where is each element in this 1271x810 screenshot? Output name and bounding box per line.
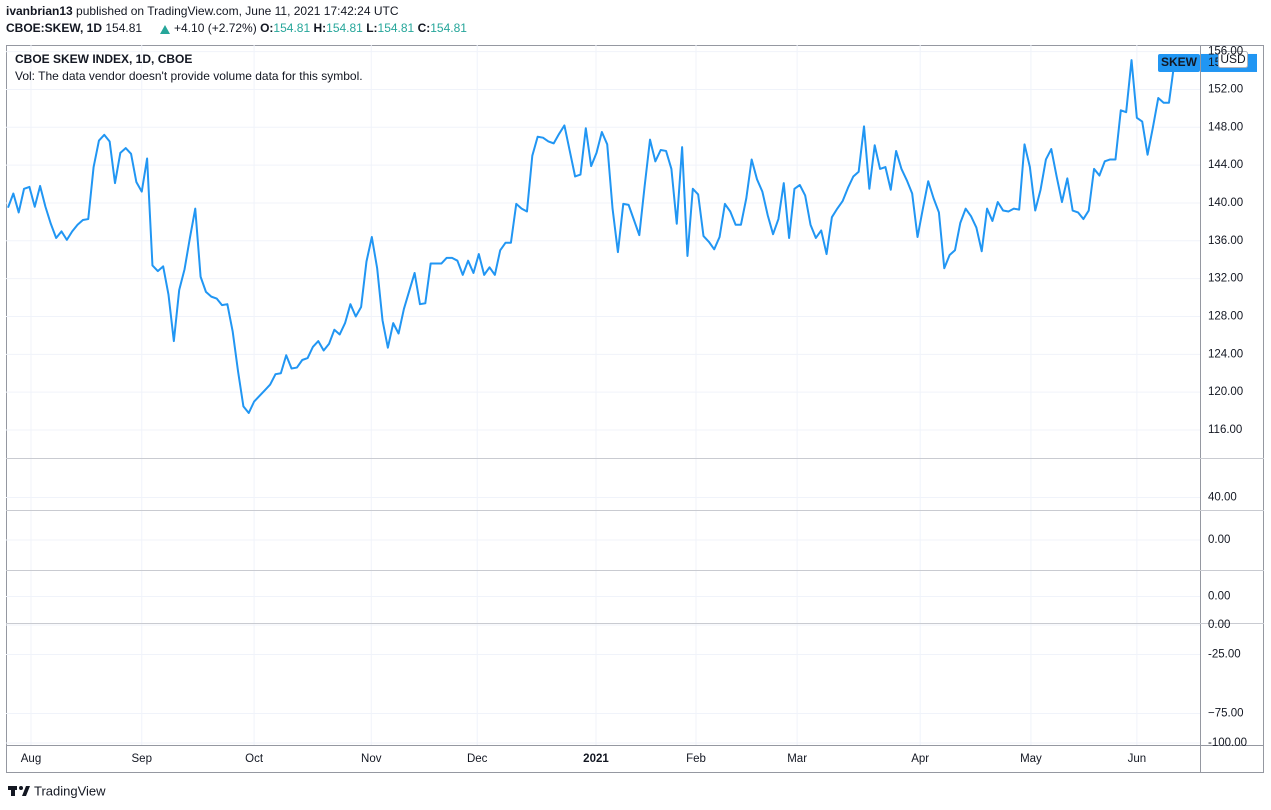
logo-slash <box>22 786 30 796</box>
y-tick-label: 0.00 <box>1208 534 1230 546</box>
y-tick-label: 136.00 <box>1208 235 1243 247</box>
x-tick-label: Dec <box>467 753 488 765</box>
y-tick-label: 132.00 <box>1208 273 1243 285</box>
logo-dot <box>19 786 23 790</box>
logo-stem <box>11 786 15 796</box>
publisher-line: ivanbrian13 published on TradingView.com… <box>6 4 399 18</box>
high: 154.81 <box>326 21 363 35</box>
chart-frame <box>6 45 1264 773</box>
y-tick-label: 128.00 <box>1208 311 1243 323</box>
high-label: H: <box>313 21 326 35</box>
chart-subtitle: Vol: The data vendor doesn't provide vol… <box>15 69 363 83</box>
plot <box>7 59 1176 414</box>
y-tick-label: 124.00 <box>1208 348 1243 360</box>
close: 154.81 <box>430 21 467 35</box>
series-badge <box>1158 53 1200 72</box>
change: +4.10 (+2.72%) <box>174 21 257 35</box>
y-tick-label: 156.00 <box>1208 46 1243 58</box>
price-line <box>7 59 1176 414</box>
y-tick-label: 120.00 <box>1208 386 1243 398</box>
y-tick-label: -25.00 <box>1208 649 1241 661</box>
y-tick-label: 116.00 <box>1208 424 1242 436</box>
grid <box>6 45 1200 745</box>
series-name: SKEW <box>1161 55 1198 69</box>
ohlc-line: +4.10 (+2.72%) O:154.81 H:154.81 L:154.8… <box>174 21 467 35</box>
x-tick-label: 2021 <box>583 753 609 765</box>
x-tick-label: May <box>1020 753 1042 765</box>
open: 154.81 <box>273 21 310 35</box>
y-tick-label: 140.00 <box>1208 197 1243 209</box>
chart-title: CBOE SKEW INDEX, 1D, CBOE <box>15 52 192 66</box>
close-label: C: <box>418 21 431 35</box>
y-tick-label: 148.00 <box>1208 121 1243 133</box>
low: 154.81 <box>378 21 415 35</box>
y-tick-label: 144.00 <box>1208 159 1243 171</box>
y-tick-label: −75.00 <box>1208 708 1244 720</box>
published: published on TradingView.com, June 11, 2… <box>76 4 399 18</box>
x-tick-label: Oct <box>245 753 264 765</box>
open-label: O: <box>260 21 273 35</box>
x-tick-label: Feb <box>686 753 706 765</box>
y-tick-label: 152.00 <box>1208 83 1243 95</box>
y-tick-label: -100.00 <box>1208 737 1247 749</box>
low-label: L: <box>366 21 377 35</box>
symbol: CBOE:SKEW, 1D <box>6 21 102 35</box>
user: ivanbrian13 <box>6 4 73 18</box>
currency-label: USD <box>1220 52 1246 66</box>
last: 154.81 <box>105 21 142 35</box>
currency-box <box>1218 51 1248 68</box>
y-tick-label: 0.00 <box>1208 591 1230 603</box>
y-tick-label: 0.00 <box>1208 619 1230 631</box>
tradingview-logo <box>8 786 30 796</box>
x-tick-label: Nov <box>361 753 382 765</box>
footer-brand: TradingView <box>34 783 106 798</box>
up-arrow <box>160 25 170 34</box>
x-tick-label: Aug <box>21 753 41 765</box>
x-tick-label: Sep <box>132 753 152 765</box>
x-tick-label: Jun <box>1128 753 1147 765</box>
badges: SKEW154.81USD <box>1158 51 1257 72</box>
x-tick-label: Apr <box>911 753 929 765</box>
y-tick-label: 40.00 <box>1208 492 1237 504</box>
symbol-line: CBOE:SKEW, 1D 154.81 <box>6 21 142 35</box>
x-tick-label: Mar <box>787 753 807 765</box>
